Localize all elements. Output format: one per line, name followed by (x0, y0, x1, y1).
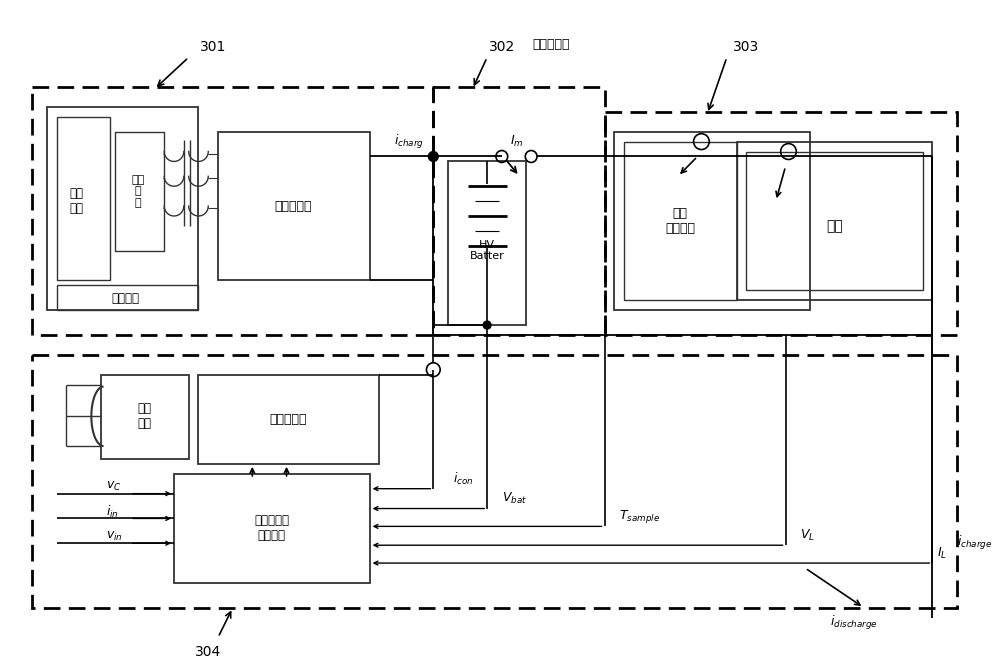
Bar (32, 87, 433, 335)
Bar (433, 87, 605, 335)
Circle shape (428, 151, 438, 161)
Text: 储能
元件: 储能 元件 (138, 402, 152, 430)
Bar (448, 161, 526, 325)
Bar (624, 141, 737, 300)
Text: $T_{sample}$: $T_{sample}$ (619, 508, 660, 525)
Bar (605, 112, 957, 335)
Bar (737, 141, 932, 300)
Bar (198, 375, 379, 464)
Bar (174, 474, 370, 583)
Text: $V_{bat}$: $V_{bat}$ (502, 491, 527, 506)
Text: 直流充电: 直流充电 (111, 291, 139, 305)
Text: 302: 302 (489, 41, 515, 55)
Text: 双向变换器: 双向变换器 (270, 413, 307, 426)
Text: 车载充电机: 车载充电机 (275, 199, 312, 213)
Text: $i_{charge}$: $i_{charge}$ (957, 534, 992, 552)
Text: HV
Batter: HV Batter (470, 240, 504, 261)
Text: $i_{con}$: $i_{con}$ (453, 471, 473, 487)
Bar (32, 355, 957, 608)
Text: 303: 303 (733, 41, 760, 55)
Bar (746, 151, 923, 290)
Text: 交流
充电: 交流 充电 (69, 187, 83, 215)
Text: $v_C$: $v_C$ (106, 480, 121, 494)
Text: 负载: 负载 (826, 219, 843, 233)
Text: $I_L$: $I_L$ (937, 546, 947, 561)
Text: 双向变换器
控制电路: 双向变换器 控制电路 (254, 514, 289, 542)
Text: $I_m$: $I_m$ (510, 134, 523, 149)
Bar (614, 131, 810, 310)
Bar (47, 107, 198, 310)
Bar (115, 131, 164, 251)
Text: $i_{in}$: $i_{in}$ (106, 504, 118, 520)
Circle shape (483, 321, 491, 329)
Text: $V_L$: $V_L$ (800, 528, 815, 543)
Text: $i_{charg}$: $i_{charg}$ (394, 133, 424, 151)
Bar (101, 375, 189, 459)
Text: 单相
三
相: 单相 三 相 (131, 175, 144, 208)
Text: $i_{discharge}$: $i_{discharge}$ (830, 614, 878, 632)
Bar (57, 285, 198, 310)
Text: 功率
变换电路: 功率 变换电路 (665, 207, 695, 235)
Text: $v_{in}$: $v_{in}$ (106, 530, 122, 543)
Text: 放电继电器: 放电继电器 (532, 38, 569, 51)
Bar (218, 131, 370, 280)
Text: 304: 304 (195, 645, 221, 659)
Bar (57, 117, 110, 280)
Text: 301: 301 (200, 41, 226, 55)
